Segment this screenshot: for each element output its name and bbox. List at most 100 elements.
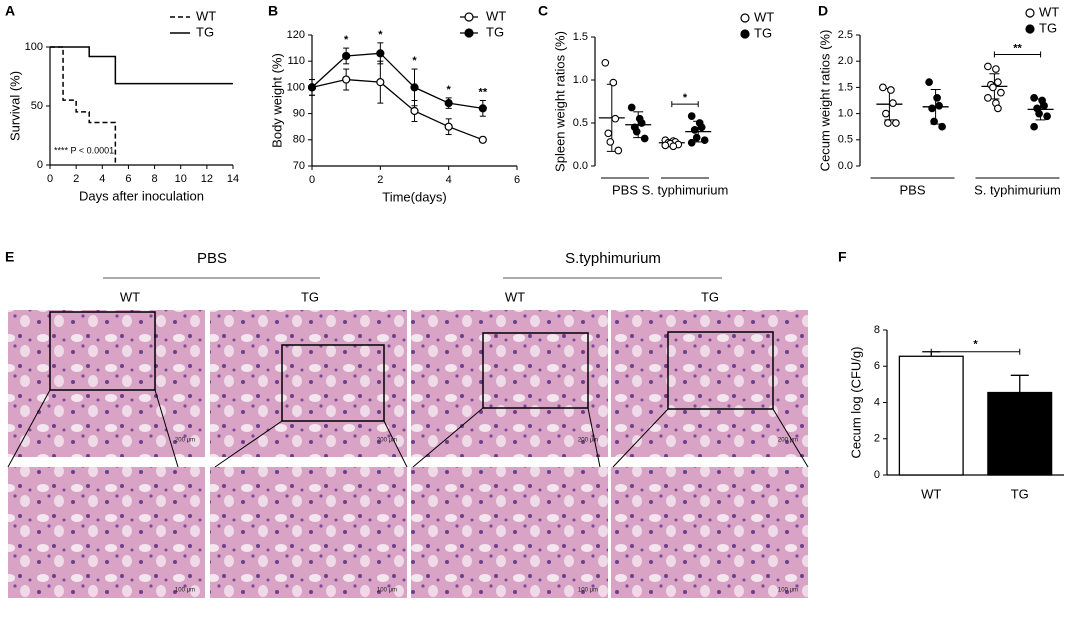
data-point bbox=[661, 141, 670, 150]
significance: ** bbox=[479, 86, 488, 98]
data-point bbox=[933, 94, 941, 102]
legend-label: TG bbox=[196, 24, 214, 39]
data-point bbox=[611, 114, 620, 123]
column-header: WT bbox=[120, 289, 140, 304]
histology-image bbox=[210, 310, 407, 457]
y-tick-label: 0 bbox=[874, 469, 880, 481]
data-point bbox=[307, 83, 317, 92]
legend-label: WT bbox=[196, 8, 216, 23]
x-tick-label: 12 bbox=[201, 173, 213, 185]
scale-bar-label: 200 μm bbox=[578, 438, 598, 444]
group-header: S.typhimurium bbox=[565, 250, 661, 267]
data-point bbox=[478, 104, 487, 113]
data-point bbox=[627, 103, 636, 112]
x-axis-label: Days after inoculation bbox=[79, 188, 204, 203]
histology-image bbox=[210, 467, 407, 598]
data-point bbox=[669, 142, 678, 151]
survival-line bbox=[50, 46, 233, 85]
y-axis-label: Survival (%) bbox=[7, 71, 22, 141]
data-point bbox=[1043, 112, 1051, 121]
x-tick-label: 2 bbox=[377, 174, 383, 186]
data-point bbox=[444, 99, 453, 108]
data-point bbox=[342, 51, 351, 61]
x-tick-label: 0 bbox=[309, 174, 315, 186]
data-point bbox=[938, 122, 946, 131]
x-tick-label: TG bbox=[1011, 486, 1029, 501]
data-point bbox=[892, 119, 900, 127]
data-point bbox=[690, 126, 699, 134]
y-tick-label: 80 bbox=[293, 134, 305, 146]
data-point bbox=[687, 112, 696, 120]
data-point bbox=[887, 86, 895, 94]
data-point bbox=[692, 133, 701, 142]
legend-label: TG bbox=[486, 24, 504, 39]
y-tick-label: 2 bbox=[874, 433, 880, 445]
histology-image bbox=[8, 310, 205, 457]
bar bbox=[987, 391, 1053, 476]
data-point bbox=[994, 78, 1002, 87]
histology-image bbox=[411, 310, 608, 457]
legend-marker bbox=[740, 13, 750, 23]
y-tick-label: 100 bbox=[25, 41, 43, 53]
annotation: **** P < 0.0001 bbox=[54, 145, 114, 155]
panel-letter: B bbox=[268, 3, 278, 19]
significance: * bbox=[412, 55, 417, 67]
legend-label: WT bbox=[754, 9, 774, 24]
x-tick-label: 8 bbox=[152, 173, 158, 185]
scale-bar-label: 200 μm bbox=[778, 438, 798, 444]
panel-letter: C bbox=[538, 3, 548, 19]
y-tick-label: 110 bbox=[287, 55, 305, 67]
data-point bbox=[687, 138, 696, 147]
series-line bbox=[311, 78, 484, 141]
zoom-lines bbox=[7, 389, 809, 468]
y-tick-label: 1.0 bbox=[838, 108, 853, 120]
survival-line bbox=[50, 46, 117, 165]
data-point bbox=[444, 122, 453, 131]
histology-image bbox=[8, 467, 205, 598]
y-tick-label: 100 bbox=[287, 81, 305, 93]
y-tick-label: 2.0 bbox=[838, 55, 853, 67]
group-label: PBS bbox=[612, 182, 638, 197]
data-point bbox=[601, 58, 610, 67]
data-point bbox=[925, 78, 933, 87]
scale-bar-label: 100 μm bbox=[578, 588, 598, 594]
data-point bbox=[992, 65, 1000, 73]
legend-marker bbox=[1025, 24, 1035, 34]
scale-bar-label: 100 μm bbox=[175, 588, 195, 594]
x-tick-label: 6 bbox=[125, 173, 131, 185]
zoom-boxes bbox=[49, 311, 774, 422]
histology-image bbox=[611, 467, 808, 598]
legend-label: WT bbox=[486, 8, 506, 23]
data-point bbox=[1040, 101, 1048, 110]
data-point bbox=[376, 78, 385, 87]
group-header: PBS bbox=[197, 250, 227, 267]
data-point bbox=[410, 83, 419, 92]
y-axis-label: Body weight (%) bbox=[269, 53, 284, 148]
y-tick-label: 120 bbox=[287, 29, 305, 41]
group-label: PBS bbox=[899, 182, 925, 197]
column-header: TG bbox=[301, 289, 319, 304]
histology-panel: E PBS S.typhimurium WT TG WT TG 200 μm 2… bbox=[5, 249, 809, 598]
data-point bbox=[889, 99, 897, 107]
histology-image bbox=[411, 467, 608, 598]
data-point bbox=[1030, 94, 1038, 102]
group-label: S. typhimurium bbox=[642, 182, 729, 197]
y-tick-label: 4 bbox=[874, 396, 880, 408]
data-point bbox=[697, 123, 706, 132]
x-tick-label: 10 bbox=[175, 173, 187, 185]
data-point bbox=[640, 134, 649, 143]
data-point bbox=[984, 94, 992, 102]
scale-bar-label: 200 μm bbox=[377, 438, 397, 444]
data-point bbox=[376, 49, 385, 58]
data-point bbox=[884, 119, 892, 127]
panel-letter: A bbox=[5, 3, 15, 19]
legend-marker bbox=[1025, 8, 1035, 18]
y-tick-label: 70 bbox=[293, 160, 305, 172]
data-point bbox=[1030, 122, 1038, 131]
data-point bbox=[410, 106, 419, 116]
legend-marker bbox=[464, 28, 474, 38]
scale-bar-label: 200 μm bbox=[175, 438, 195, 444]
legend-label: WT bbox=[1039, 4, 1059, 19]
scale-bar-label: 100 μm bbox=[778, 588, 798, 594]
panel-letter: E bbox=[5, 249, 14, 265]
